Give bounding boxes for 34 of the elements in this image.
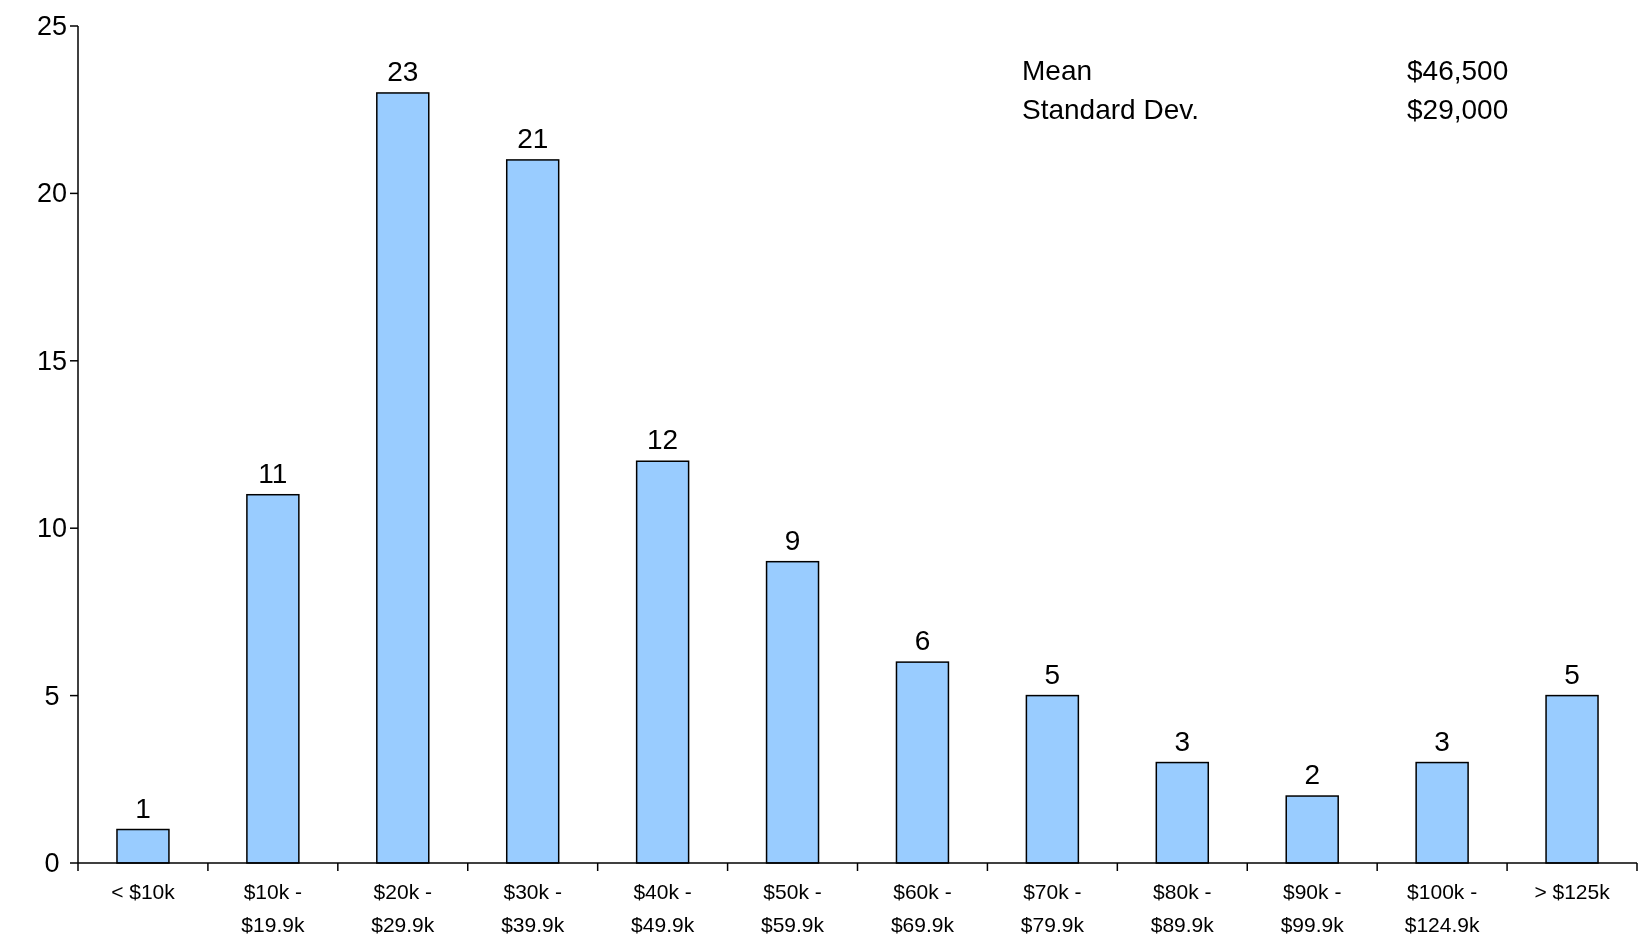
annotation: Mean [1022,55,1093,86]
annotation: Standard Dev. [1022,94,1199,125]
x-tick-label: $100k - $124.9k [1404,880,1480,936]
annotation: $46,500 [1407,55,1509,86]
data-label: 23 [387,55,419,87]
data-label: 5 [1564,658,1580,690]
x-tick-label: < $10k [111,880,176,903]
data-label: 3 [1174,725,1191,757]
x-tick-label: $90k - $99.9k [1280,880,1345,936]
y-tick-label: 15 [36,345,68,376]
x-tick-label: > $125k [1534,880,1611,903]
y-tick-label: 0 [44,848,60,878]
x-tick-label: $70k - $79.9k [1020,880,1085,936]
data-label: 11 [258,457,288,489]
x-tick-label: $50k - $59.9k [761,880,825,936]
data-label: 5 [1044,658,1061,690]
data-label: 3 [1434,725,1450,757]
x-tick-label: $10k - $19.9k [241,880,305,936]
data-label: 12 [647,424,679,456]
data-label: 1 [135,792,151,824]
x-tick-label: $80k - $89.9k [1150,880,1215,936]
y-tick-label: 20 [36,178,68,209]
x-tick-label: $60k - $69.9k [890,880,955,936]
x-tick-label: $20k - $29.9k [371,880,435,936]
data-label: 9 [784,524,801,556]
data-label: 6 [914,625,931,657]
y-tick-label: 5 [44,680,60,711]
y-tick-label: 25 [36,11,68,41]
y-tick-label: 10 [36,513,68,544]
x-tick-label: $40k - $49.9k [631,880,695,936]
x-tick-label: $30k - $39.9k [501,880,565,936]
data-label: 21 [517,122,549,154]
annotation: $29,000 [1407,94,1509,125]
data-label: 2 [1304,759,1320,791]
